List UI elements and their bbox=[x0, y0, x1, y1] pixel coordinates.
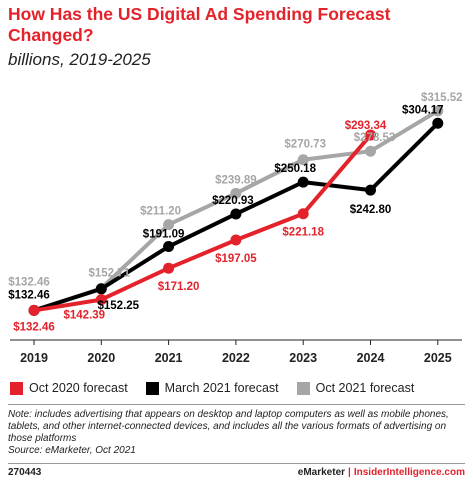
data-label-march-2021-forecast-2021: $191.09 bbox=[143, 229, 185, 241]
legend-item-oct-2020: Oct 2020 forecast bbox=[10, 381, 128, 395]
point-oct-2020-forecast-2023 bbox=[297, 208, 309, 220]
data-label-march-2021-forecast-2022: $220.93 bbox=[212, 195, 254, 207]
legend-item-march-2021: March 2021 forecast bbox=[145, 381, 279, 395]
x-tick-label-2019: 2019 bbox=[20, 351, 48, 365]
x-tick-label-2025: 2025 bbox=[424, 351, 452, 365]
legend-label-oct-2021: Oct 2021 forecast bbox=[315, 381, 415, 395]
data-label-march-2021-forecast-2019: $132.46 bbox=[8, 289, 50, 301]
point-march-2021-forecast-2025 bbox=[432, 117, 444, 129]
footer-brand: eMarketer | InsiderIntelligence.com bbox=[298, 467, 465, 478]
data-label-oct-2021-forecast-2022: $239.89 bbox=[215, 174, 257, 186]
point-oct-2021-forecast-2021 bbox=[163, 219, 175, 231]
legend: Oct 2020 forecast March 2021 forecast Oc… bbox=[10, 381, 465, 395]
data-label-oct-2020-forecast-2020: $142.39 bbox=[64, 310, 106, 322]
legend-swatch-oct-2020 bbox=[10, 381, 23, 395]
point-march-2021-forecast-2024 bbox=[365, 184, 376, 196]
point-oct-2020-forecast-2019 bbox=[28, 304, 40, 316]
data-label-oct-2021-forecast-2019: $132.46 bbox=[8, 276, 50, 288]
chart-note: Note: includes advertising that appears … bbox=[8, 409, 468, 457]
point-oct-2020-forecast-2022 bbox=[230, 234, 242, 246]
data-label-march-2021-forecast-2025: $304.17 bbox=[402, 104, 444, 116]
line-chart: 2019 2020 2021 2022 2023 2024 2025 $132.46 $152.… bbox=[8, 92, 463, 365]
legend-label-march-2021: March 2021 forecast bbox=[164, 381, 279, 395]
data-label-march-2021-forecast-2020: $152.25 bbox=[98, 300, 140, 312]
divider-bottom bbox=[8, 463, 465, 464]
data-label-oct-2021-forecast-2021: $211.20 bbox=[140, 206, 181, 218]
legend-swatch-march-2021 bbox=[145, 381, 159, 395]
footer-brand-insider: InsiderIntelligence.com bbox=[353, 467, 465, 478]
x-tick-label-2021: 2021 bbox=[155, 351, 183, 365]
legend-item-oct-2021: Oct 2021 forecast bbox=[296, 381, 415, 395]
x-tick-label-2023: 2023 bbox=[289, 351, 317, 365]
footer-chart-id: 270443 bbox=[8, 467, 42, 478]
chart-subtitle: billions, 2019-2025 bbox=[8, 50, 151, 69]
data-label-march-2021-forecast-2024: $242.80 bbox=[350, 204, 392, 216]
data-label-oct-2020-forecast-2024: $293.34 bbox=[345, 120, 387, 132]
x-tick-label-2020: 2020 bbox=[87, 351, 115, 365]
legend-label-oct-2020: Oct 2020 forecast bbox=[29, 381, 128, 395]
point-march-2021-forecast-2022 bbox=[230, 208, 242, 220]
data-label-oct-2021-forecast-2025: $315.52 bbox=[421, 92, 463, 104]
divider-top bbox=[8, 404, 465, 405]
series-line-oct-2020-forecast bbox=[33, 133, 373, 313]
data-label-oct-2020-forecast-2023: $221.18 bbox=[282, 227, 324, 239]
point-oct-2021-forecast-2024 bbox=[365, 145, 376, 157]
point-march-2021-forecast-2023 bbox=[297, 176, 309, 188]
point-oct-2021-forecast-2023 bbox=[297, 154, 309, 166]
chart-title: How Has the US Digital Ad Spending Forec… bbox=[8, 4, 391, 45]
point-march-2021-forecast-2021 bbox=[163, 241, 175, 253]
data-label-oct-2021-forecast-2024: $278.53 bbox=[354, 132, 396, 144]
point-oct-2020-forecast-2020 bbox=[95, 294, 107, 306]
footer-separator: | bbox=[348, 467, 351, 478]
point-oct-2021-forecast-2022 bbox=[230, 187, 242, 199]
data-label-oct-2021-forecast-2023: $270.73 bbox=[284, 139, 326, 151]
x-tick-label-2022: 2022 bbox=[222, 351, 250, 365]
point-march-2021-forecast-2020 bbox=[95, 283, 107, 295]
x-tick-label-2024: 2024 bbox=[357, 351, 385, 365]
data-label-march-2021-forecast-2023: $250.18 bbox=[274, 163, 316, 175]
data-label-oct-2020-forecast-2019: $132.46 bbox=[13, 321, 55, 333]
note-text: Note: includes advertising that appears … bbox=[8, 409, 449, 444]
data-label-oct-2020-forecast-2022: $197.05 bbox=[215, 253, 257, 265]
point-oct-2020-forecast-2024 bbox=[365, 129, 376, 141]
data-label-oct-2021-forecast-2020: $152.71 bbox=[89, 267, 131, 279]
data-label-oct-2020-forecast-2021: $171.20 bbox=[158, 281, 200, 293]
legend-swatch-oct-2021 bbox=[296, 381, 310, 395]
point-oct-2021-forecast-2025 bbox=[432, 105, 444, 117]
footer-brand-emarketer: eMarketer bbox=[297, 467, 346, 478]
note-source: Source: eMarketer, Oct 2021 bbox=[8, 445, 136, 456]
point-oct-2020-forecast-2021 bbox=[163, 262, 175, 274]
